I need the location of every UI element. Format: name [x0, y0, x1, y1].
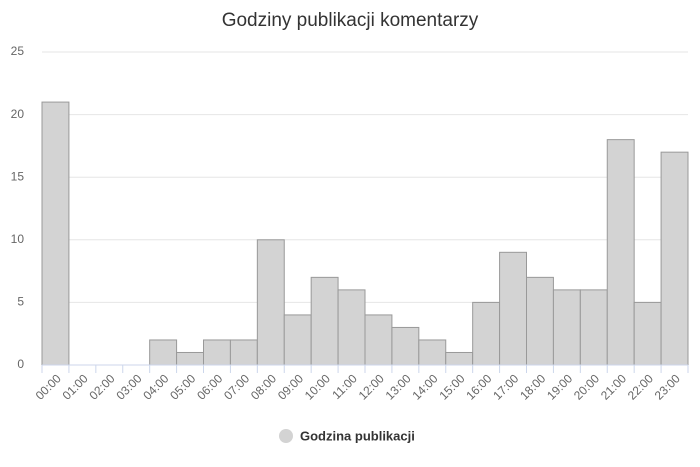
- bar: [579, 289, 608, 366]
- bar: [337, 289, 366, 366]
- x-tick-label: 11:00: [329, 371, 360, 402]
- bar: [310, 276, 339, 366]
- bar: [552, 289, 581, 366]
- bar: [526, 276, 554, 366]
- bar: [472, 301, 501, 366]
- x-tick-label: 08:00: [248, 371, 279, 402]
- x-tick-label: 21:00: [598, 371, 629, 402]
- x-tick-label: 02:00: [87, 371, 118, 402]
- x-tick-label: 10:00: [302, 371, 333, 402]
- legend-marker: [279, 429, 293, 443]
- x-tick-label: 13:00: [383, 371, 414, 402]
- bar: [660, 151, 689, 366]
- bar: [283, 314, 312, 366]
- x-tick-label: 05:00: [167, 371, 198, 402]
- legend-label: Godzina publikacji: [300, 428, 415, 443]
- x-tick-label: 03:00: [113, 371, 144, 402]
- x-tick-label: 15:00: [436, 371, 467, 402]
- x-tick-label: 07:00: [221, 371, 252, 402]
- bar: [499, 251, 528, 366]
- x-tick-label: 16:00: [463, 371, 494, 402]
- bar: [149, 339, 178, 366]
- bar: [364, 314, 393, 366]
- bar: [176, 351, 204, 366]
- bar: [41, 101, 70, 366]
- x-tick-label: 09:00: [275, 371, 306, 402]
- y-tick-label: 0: [17, 357, 24, 371]
- x-tick-label: 23:00: [652, 371, 683, 402]
- x-tick-label: 22:00: [625, 371, 656, 402]
- x-tick-label: 17:00: [490, 371, 521, 402]
- x-tick-label: 18:00: [517, 371, 548, 402]
- x-tick-label: 20:00: [571, 371, 602, 402]
- bar: [256, 239, 285, 366]
- bar: [229, 339, 258, 366]
- x-tick-label: 19:00: [544, 371, 575, 402]
- bar: [633, 301, 662, 366]
- y-tick-label: 25: [11, 44, 25, 58]
- bar: [418, 339, 447, 366]
- bar: [445, 351, 474, 366]
- x-tick-label: 06:00: [194, 371, 225, 402]
- bar: [606, 139, 635, 366]
- x-tick-label: 04:00: [140, 371, 171, 402]
- y-tick-label: 20: [11, 107, 25, 121]
- y-tick-label: 10: [11, 232, 25, 246]
- x-tick-label: 01:00: [60, 371, 91, 402]
- y-tick-label: 5: [17, 295, 24, 309]
- y-tick-label: 15: [11, 169, 25, 183]
- chart-title: Godziny publikacji komentarzy: [222, 10, 479, 31]
- x-tick-label: 14:00: [410, 371, 441, 402]
- bar: [391, 326, 420, 366]
- x-tick-label: 12:00: [356, 371, 387, 402]
- bar: [203, 339, 231, 366]
- x-tick-label: 00:00: [33, 371, 64, 402]
